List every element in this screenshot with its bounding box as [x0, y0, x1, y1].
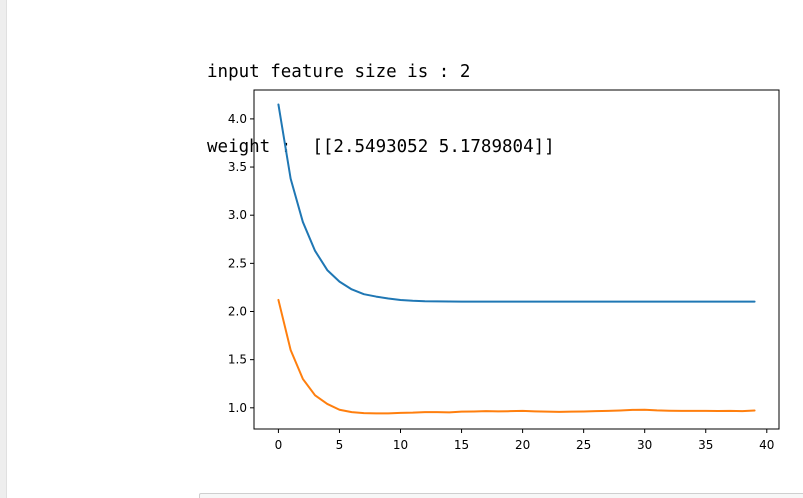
output-line-feature-size: input feature size is : 2 [207, 62, 471, 82]
chart-axes: 0 5 10 15 20 25 30 35 40 1.0 1.5 2.0 2.5 3.0 3.5 4.0 [228, 112, 775, 452]
y-tick-label: 3.5 [228, 160, 247, 174]
y-tick-label: 2.5 [228, 256, 247, 270]
y-tick-label: 1.5 [228, 353, 247, 367]
series-line-blue [277, 103, 756, 303]
x-tick-label: 20 [515, 438, 530, 452]
x-tick-label: 10 [393, 438, 408, 452]
chart-series [277, 103, 756, 415]
series-line-orange [277, 298, 756, 415]
x-tick-label: 30 [637, 438, 652, 452]
x-tick-label: 15 [454, 438, 469, 452]
next-input-cell[interactable] [199, 493, 803, 498]
x-tick-label: 35 [698, 438, 713, 452]
y-tick-label: 2.0 [228, 305, 247, 319]
x-tick-label: 25 [576, 438, 591, 452]
cell-output-text: input feature size is : 2 weight : [[2.5… [207, 10, 555, 210]
y-tick-label: 4.0 [228, 112, 247, 126]
x-tick-label: 0 [275, 438, 283, 452]
y-tick-label: 3.0 [228, 208, 247, 222]
y-tick-label: 1.0 [228, 401, 247, 415]
chart-frame [253, 89, 780, 430]
x-tick-label: 5 [336, 438, 344, 452]
left-gutter [0, 0, 7, 498]
x-tick-label: 40 [759, 438, 774, 452]
